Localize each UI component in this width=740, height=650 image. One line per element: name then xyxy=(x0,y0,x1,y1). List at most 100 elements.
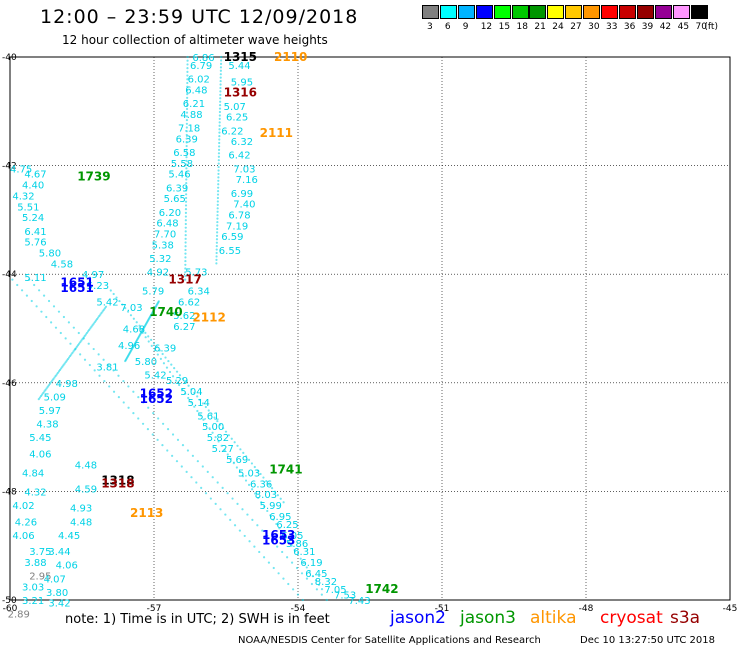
track-point xyxy=(216,481,219,484)
track-point xyxy=(92,322,95,325)
swh-label: 4.75 xyxy=(10,164,32,175)
track-point xyxy=(198,398,202,402)
track-point xyxy=(97,353,100,356)
swh-label: 6.39 xyxy=(166,183,188,194)
colorbar-swatch xyxy=(565,5,583,19)
track-point xyxy=(241,508,244,511)
swh-label: 5.38 xyxy=(152,240,174,251)
track-point xyxy=(184,259,187,263)
track-point xyxy=(79,353,82,356)
swh-label: 4.32 xyxy=(24,487,46,498)
track-point xyxy=(147,340,150,343)
swh-label: 7.40 xyxy=(233,200,255,211)
swh-label: 6.55 xyxy=(219,246,241,257)
track-point xyxy=(215,245,218,248)
colorbar-label: 27 xyxy=(570,22,582,32)
track-point xyxy=(122,379,125,383)
track-point xyxy=(216,200,219,203)
track-point xyxy=(127,406,130,409)
track-point xyxy=(245,455,248,458)
track-point xyxy=(209,497,212,500)
track-point xyxy=(157,417,160,420)
track-point xyxy=(146,428,150,431)
track-point xyxy=(72,350,75,353)
track-point xyxy=(78,342,81,345)
track-point xyxy=(217,172,220,176)
track-point xyxy=(184,208,188,211)
track-point xyxy=(185,189,188,192)
track-point xyxy=(185,152,188,155)
track-point xyxy=(25,294,29,297)
track-point xyxy=(282,577,285,580)
track-point xyxy=(161,444,164,447)
pass-time-label: 1653 xyxy=(262,528,295,542)
track-point xyxy=(216,227,219,231)
swh-label: 5.23 xyxy=(87,281,109,292)
track-point xyxy=(156,353,159,356)
track-point xyxy=(185,163,188,166)
swh-label: 6.48 xyxy=(156,219,178,230)
colorbar-swatch xyxy=(422,5,439,19)
track-point xyxy=(126,310,130,313)
map-frame xyxy=(9,56,731,601)
colorbar-swatch xyxy=(618,5,636,19)
track-point xyxy=(42,294,46,297)
track-point xyxy=(184,241,187,244)
swh-label: 5.00 xyxy=(202,422,224,433)
track-point xyxy=(184,234,187,237)
swh-label: 5.95 xyxy=(231,77,253,88)
track-point xyxy=(233,441,236,444)
track-point xyxy=(262,476,265,479)
track-point xyxy=(216,217,219,220)
track-point xyxy=(299,557,302,560)
track-point xyxy=(295,566,299,570)
swh-label: 6.32 xyxy=(231,137,253,148)
track-point xyxy=(20,289,24,292)
track-point xyxy=(66,357,70,361)
track-point xyxy=(290,561,294,564)
track-point xyxy=(127,385,130,388)
swh-label: 4.45 xyxy=(58,531,80,542)
swh-label: 5.09 xyxy=(44,392,66,403)
track-point xyxy=(62,315,66,319)
track-point xyxy=(83,358,87,361)
track-point xyxy=(206,470,209,473)
track-point xyxy=(144,336,147,339)
track-point xyxy=(184,237,187,240)
swh-label: 5.32 xyxy=(149,254,171,265)
pass-time-label: 2111 xyxy=(260,126,293,140)
track-point xyxy=(147,406,150,409)
track-point xyxy=(325,598,328,602)
track-point xyxy=(296,593,300,596)
track-point xyxy=(266,509,269,513)
track-point xyxy=(93,369,96,372)
track-point xyxy=(214,502,217,505)
track-point xyxy=(219,83,222,86)
x-tick-label: -45 xyxy=(723,604,738,614)
x-tick-label: -57 xyxy=(147,604,162,614)
track-point xyxy=(217,165,220,169)
colorbar-swatch xyxy=(529,5,547,19)
track-point xyxy=(217,159,220,162)
swh-label: 6.95 xyxy=(269,512,291,523)
track-point xyxy=(55,373,58,376)
track-point xyxy=(215,251,218,255)
swh-label: 4.32 xyxy=(12,191,34,202)
y-tick-label: -40 xyxy=(2,53,17,63)
swh-label: 4.96 xyxy=(118,341,140,352)
swh-label: 6.05 xyxy=(281,531,303,542)
track-point xyxy=(156,438,159,441)
track-point xyxy=(47,299,51,303)
track-point xyxy=(50,381,53,384)
swh-label: 4.48 xyxy=(70,517,92,528)
track-point xyxy=(230,437,233,440)
track-point xyxy=(39,394,43,398)
swh-label: 6.42 xyxy=(228,151,250,162)
pass-time-label: 1739 xyxy=(77,169,110,183)
swh-label: 4.88 xyxy=(180,110,202,121)
track-point xyxy=(286,556,289,559)
track-point xyxy=(184,211,188,214)
track-point xyxy=(256,469,259,472)
pass-time-label: 1740 xyxy=(149,305,182,319)
